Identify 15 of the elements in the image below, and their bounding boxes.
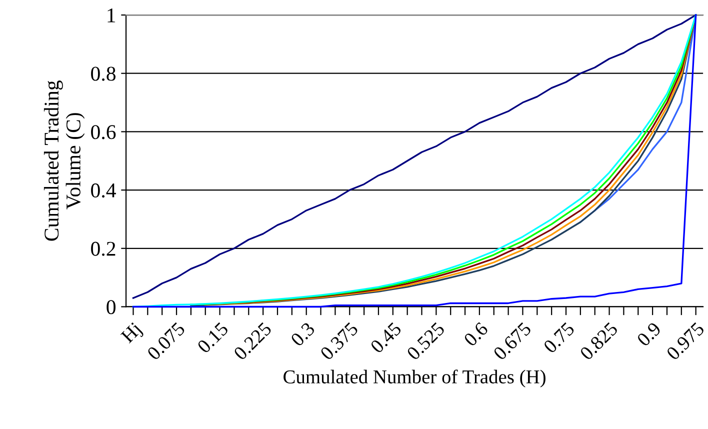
- y-tick-label: 1: [108, 8, 116, 22]
- x-tick-label: 0.6: [463, 321, 489, 348]
- x-tick-label: 0.45: [370, 322, 402, 354]
- y-tick-label: 0.4: [91, 183, 116, 198]
- x-tick-label: 0.3: [290, 322, 316, 348]
- x-tick-label: 0.75: [542, 322, 576, 354]
- x-tick-label: 0.9: [636, 322, 662, 348]
- y-axis-title: Cumulated Trading Volume (C): [44, 80, 85, 241]
- x-tick-label: 0.15: [196, 322, 229, 354]
- y-tick-label: 0.6: [91, 125, 116, 140]
- y-tick-label: 0.8: [91, 66, 116, 81]
- y-tick-label: 0: [106, 300, 116, 314]
- x-axis-title: Cumulated Number of Trades (H): [284, 370, 546, 388]
- x-tick-label: Hj: [120, 322, 145, 346]
- y-tick-label: 0.2: [91, 242, 116, 256]
